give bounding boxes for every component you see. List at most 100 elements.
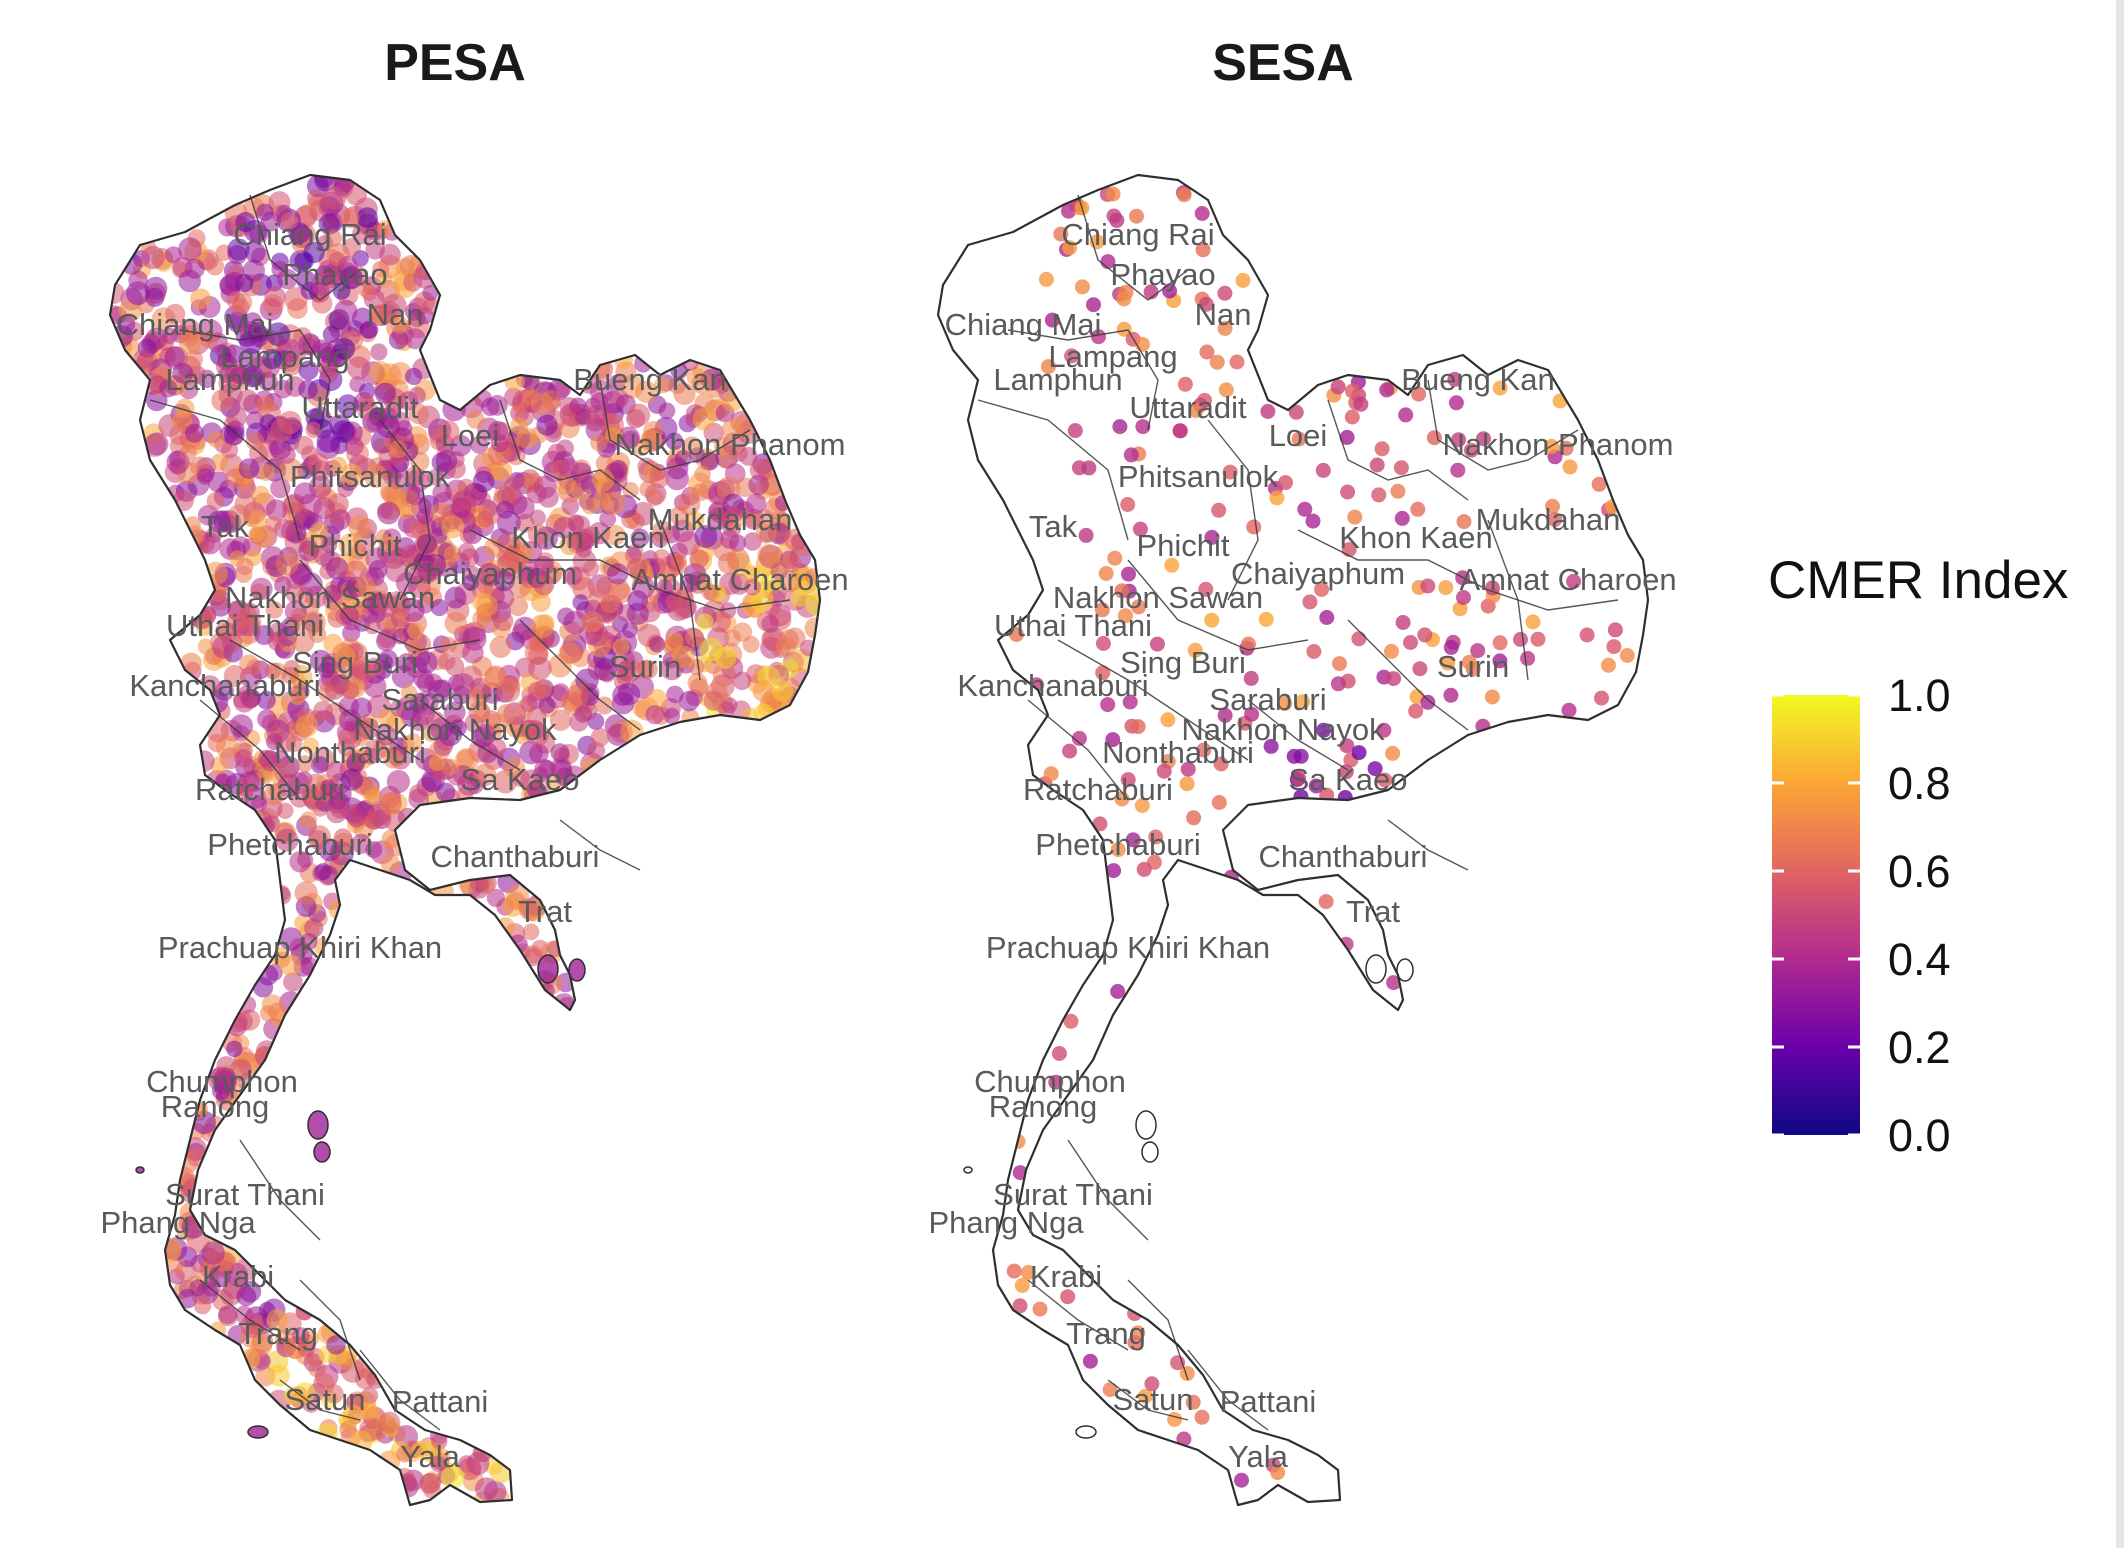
province-boundary bbox=[599, 379, 751, 471]
province-label: Phetchaburi bbox=[207, 827, 372, 862]
data-point bbox=[414, 560, 439, 584]
data-point bbox=[550, 709, 572, 731]
data-point bbox=[1120, 772, 1136, 788]
data-point bbox=[687, 672, 708, 693]
data-point bbox=[558, 457, 580, 479]
data-point bbox=[390, 315, 409, 334]
data-point bbox=[274, 519, 294, 539]
data-point bbox=[440, 1465, 465, 1490]
province-label: Saraburi bbox=[381, 682, 498, 717]
data-point bbox=[397, 502, 414, 520]
data-point bbox=[1394, 510, 1410, 526]
data-point bbox=[470, 435, 489, 454]
data-point bbox=[1386, 975, 1402, 991]
data-point bbox=[416, 507, 434, 525]
data-point bbox=[240, 689, 260, 709]
data-point bbox=[300, 932, 318, 951]
province-label: Trang bbox=[1066, 1316, 1146, 1351]
province-boundary bbox=[1427, 379, 1579, 471]
data-point bbox=[1340, 484, 1356, 500]
province-boundary bbox=[1347, 619, 1469, 731]
data-point bbox=[280, 212, 298, 230]
data-point bbox=[320, 779, 337, 796]
data-point bbox=[1063, 1013, 1079, 1029]
province-label: Nakhon Phanom bbox=[615, 427, 846, 462]
data-point bbox=[1112, 419, 1128, 435]
data-point bbox=[1277, 696, 1293, 711]
data-point bbox=[1607, 622, 1623, 638]
province-label: Kanchanaburi bbox=[129, 668, 320, 703]
data-point bbox=[525, 722, 550, 747]
data-point bbox=[379, 793, 402, 816]
data-point bbox=[689, 549, 709, 569]
data-point bbox=[158, 1238, 182, 1262]
data-point bbox=[406, 468, 430, 493]
province-boundary bbox=[1187, 1349, 1269, 1431]
province-label: Tak bbox=[201, 509, 250, 544]
island bbox=[537, 954, 559, 984]
province-label: Nakhon Nayok bbox=[1181, 712, 1385, 747]
data-point bbox=[1269, 490, 1285, 506]
data-point bbox=[380, 482, 399, 502]
data-point bbox=[1094, 602, 1110, 618]
data-point bbox=[694, 465, 711, 483]
data-point bbox=[1179, 776, 1195, 792]
province-boundary bbox=[199, 1279, 301, 1351]
data-point bbox=[348, 515, 371, 538]
province-boundary bbox=[229, 639, 421, 761]
data-point bbox=[1520, 650, 1536, 666]
data-point bbox=[250, 583, 268, 600]
province-label: Chiang Mai bbox=[117, 307, 274, 342]
data-point bbox=[1291, 431, 1307, 447]
data-point bbox=[427, 679, 452, 704]
data-point bbox=[721, 418, 744, 441]
data-point bbox=[1176, 187, 1192, 203]
data-point bbox=[1278, 475, 1293, 491]
data-point bbox=[320, 536, 338, 554]
province-label: Yala bbox=[400, 1439, 461, 1474]
province-boundary bbox=[239, 1139, 321, 1241]
data-point bbox=[240, 1313, 265, 1338]
data-point bbox=[1369, 457, 1385, 473]
province-label: Ratchaburi bbox=[195, 772, 345, 807]
data-point bbox=[1566, 573, 1582, 589]
data-point bbox=[1403, 635, 1418, 650]
data-point bbox=[1339, 738, 1355, 754]
data-point bbox=[339, 463, 364, 488]
province-label: Phitsanulok bbox=[290, 459, 451, 494]
map-panel-pesa: Chiang Rai Phayao Nan Chiang MaiLampangLamp… bbox=[100, 173, 849, 1507]
data-point bbox=[790, 588, 809, 607]
data-point bbox=[368, 560, 388, 579]
data-point bbox=[462, 641, 484, 664]
data-point bbox=[658, 402, 676, 420]
data-point bbox=[575, 541, 592, 558]
data-point bbox=[1426, 430, 1442, 446]
data-point bbox=[1338, 764, 1354, 780]
data-point bbox=[1186, 810, 1202, 826]
data-point bbox=[374, 382, 396, 404]
island bbox=[1396, 958, 1414, 982]
data-point bbox=[1591, 476, 1607, 492]
data-point bbox=[528, 656, 552, 681]
data-point bbox=[1109, 212, 1125, 228]
legend-title: CMER Index bbox=[1768, 551, 2068, 610]
province-label: Chumphon bbox=[146, 1064, 298, 1099]
data-point bbox=[592, 468, 615, 492]
data-point bbox=[528, 524, 550, 546]
data-point bbox=[293, 482, 316, 505]
province-boundary bbox=[1207, 419, 1259, 601]
province-boundary bbox=[1107, 1379, 1189, 1421]
data-point bbox=[379, 534, 397, 552]
data-point bbox=[645, 705, 665, 725]
province-label: Phayao bbox=[282, 257, 387, 292]
province-label: Yala bbox=[1228, 1439, 1289, 1474]
data-point bbox=[714, 646, 737, 669]
island bbox=[963, 1166, 973, 1174]
data-point bbox=[169, 423, 192, 446]
data-point bbox=[1204, 529, 1220, 545]
data-point bbox=[333, 338, 356, 360]
data-point bbox=[1160, 712, 1176, 728]
data-point bbox=[309, 521, 328, 541]
data-point bbox=[236, 557, 254, 576]
island bbox=[1365, 954, 1387, 984]
